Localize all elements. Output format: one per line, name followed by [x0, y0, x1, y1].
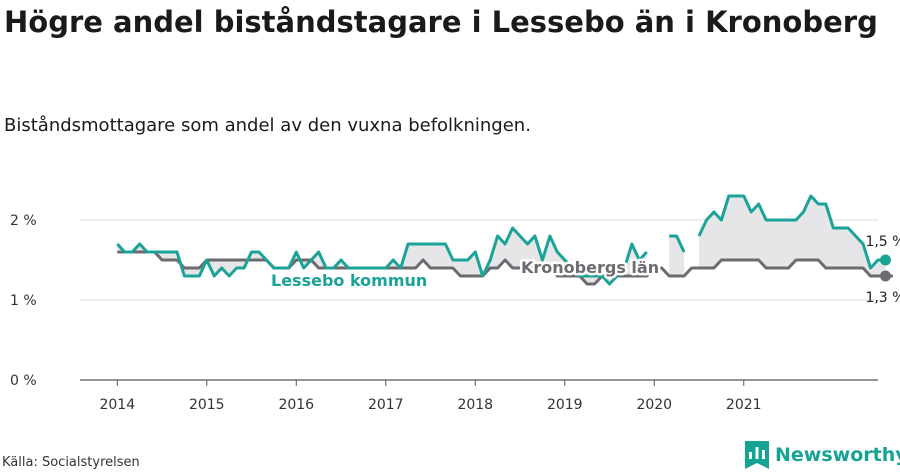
x-tick-label: 2015: [189, 397, 225, 413]
end-label-kronobergs-lan: 1,3 %: [865, 290, 900, 306]
x-tick-label: 2016: [278, 397, 314, 413]
chart-title: Högre andel biståndstagare i Lessebo än …: [4, 5, 878, 39]
series-label-kronobergs-lan-halo: Kronobergs län: [521, 258, 659, 277]
newsworthy-icon: [745, 441, 769, 469]
x-tick-label: 2020: [636, 397, 672, 413]
chart-subtitle: Biståndsmottagare som andel av den vuxna…: [4, 115, 531, 136]
series-label-lessebo-kommun-halo: Lessebo kommun: [271, 271, 427, 290]
series-label-lessebo-kommun: Lessebo kommun: [271, 271, 427, 290]
endpoint-kronobergs-lan: [879, 270, 891, 282]
brand-name: Newsworthy: [775, 444, 900, 466]
newsworthy-logo: Newsworthy: [745, 441, 900, 469]
end-label-lessebo-kommun: 1,5 %: [865, 234, 900, 250]
y-tick-label: 0 %: [10, 373, 37, 389]
endpoint-lessebo-kommun: [879, 254, 891, 266]
y-tick-label: 1 %: [10, 293, 37, 309]
x-tick-label: 2017: [368, 397, 404, 413]
x-tick-label: 2019: [547, 397, 583, 413]
y-tick-label: 2 %: [10, 213, 37, 229]
x-tick-label: 2014: [99, 397, 135, 413]
difference-area: [117, 228, 647, 284]
series-label-kronobergs-lan: Kronobergs län: [521, 258, 659, 277]
x-tick-label: 2021: [726, 397, 762, 413]
x-tick-label: 2018: [457, 397, 493, 413]
series-line-lessebo-kommun: [116, 194, 886, 286]
source-note: Källa: Socialstyrelsen: [2, 455, 140, 470]
difference-area: [699, 196, 886, 276]
difference-area: [669, 236, 685, 276]
